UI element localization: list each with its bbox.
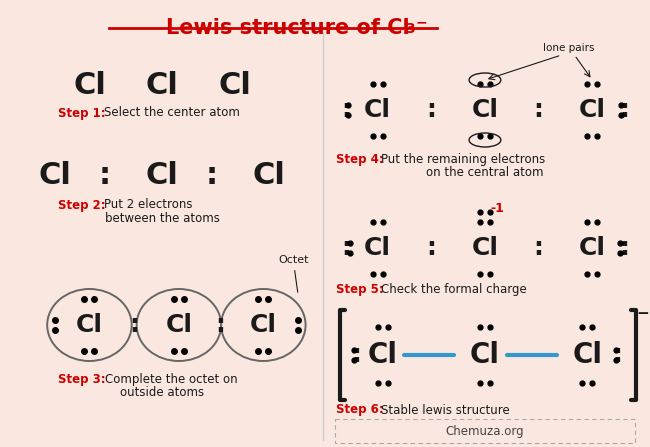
Text: Cl: Cl [73,71,106,100]
Text: Put 2 electrons: Put 2 electrons [105,198,193,211]
Text: lone pairs: lone pairs [543,43,594,53]
Text: Stable lewis structure: Stable lewis structure [381,404,510,417]
Text: Cl: Cl [471,236,499,260]
Text: :: : [619,236,629,260]
Text: :: : [98,160,110,190]
Text: Cl: Cl [364,98,391,122]
Text: Cl: Cl [146,71,178,100]
Text: Lewis structure of Cl: Lewis structure of Cl [166,18,410,38]
Text: :: : [341,236,351,260]
Text: :: : [426,236,436,260]
Text: Cl: Cl [38,160,71,190]
Text: Complete the octet on: Complete the octet on [105,374,238,387]
Text: outside atoms: outside atoms [120,387,204,400]
Text: Step 3:: Step 3: [58,374,105,387]
Text: :: : [341,98,351,122]
Text: :: : [534,98,543,122]
Text: Cl: Cl [364,236,391,260]
Text: Cl: Cl [572,341,603,369]
Text: Cl: Cl [76,313,103,337]
Text: 3: 3 [406,22,415,36]
Text: Cl: Cl [578,98,606,122]
Text: -1: -1 [490,202,504,215]
Text: :: : [205,160,218,190]
Text: Cl: Cl [218,71,251,100]
Text: Step 1:: Step 1: [58,106,105,119]
Text: Step 4:: Step 4: [336,153,384,166]
Text: Cl: Cl [165,313,192,337]
Text: Cl: Cl [470,341,500,369]
Text: Cl: Cl [368,341,398,369]
Text: :: : [216,313,226,337]
Text: :: : [534,236,543,260]
Text: :: : [612,343,622,367]
Text: Check the formal charge: Check the formal charge [381,283,526,296]
Text: Cl: Cl [578,236,606,260]
Text: Put the remaining electrons: Put the remaining electrons [381,153,545,166]
Text: :: : [426,98,436,122]
Text: Cl: Cl [146,160,178,190]
Text: Select the center atom: Select the center atom [105,106,240,119]
Text: between the atoms: between the atoms [105,211,220,224]
Text: on the central atom: on the central atom [426,166,543,180]
Text: Cl: Cl [253,160,286,190]
Text: Octet: Octet [278,255,308,292]
Text: :: : [129,313,139,337]
Text: Step 6:: Step 6: [336,404,384,417]
Text: Step 2:: Step 2: [58,198,105,211]
Text: −: − [636,305,649,320]
Text: Step 5:: Step 5: [336,283,384,296]
Text: :: : [619,98,629,122]
Text: −: − [415,15,427,29]
Text: :: : [351,343,361,367]
Text: Chemuza.org: Chemuza.org [446,425,525,438]
Text: Cl: Cl [250,313,277,337]
Text: Cl: Cl [471,98,499,122]
